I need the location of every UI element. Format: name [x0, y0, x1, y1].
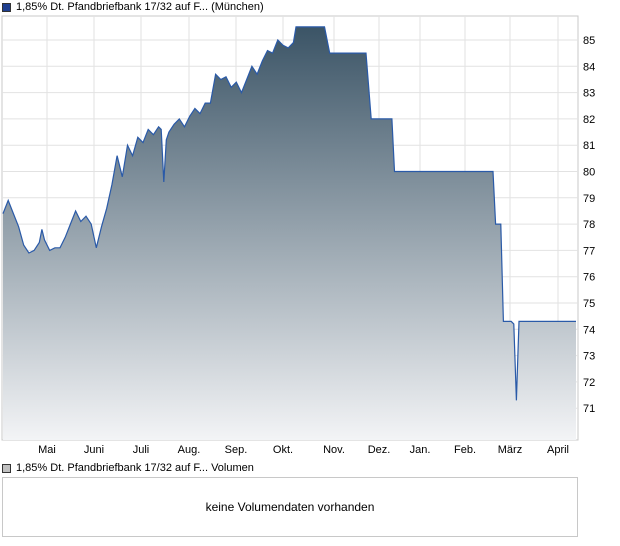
price-legend: 1,85% Dt. Pfandbriefbank 17/32 auf F... … — [2, 0, 264, 14]
y-tick-label: 74 — [583, 324, 595, 336]
price-chart: 71 72 73 74 75 76 77 78 79 80 81 82 83 84 85 Mai Juni Ju… — [1, 15, 595, 456]
no-volume-message: keine Volumendaten vorhanden — [205, 500, 375, 514]
y-tick-label: 83 — [583, 88, 595, 100]
y-tick-label: 71 — [583, 403, 595, 415]
volume-legend: 1,85% Dt. Pfandbriefbank 17/32 auf F... … — [2, 461, 254, 475]
y-tick-label: 75 — [583, 298, 595, 310]
x-tick-label: Mai — [38, 444, 56, 456]
x-tick-label: Juli — [133, 444, 150, 456]
x-tick-label: März — [498, 444, 522, 456]
price-area — [3, 26, 576, 441]
x-tick-label: Sep. — [225, 444, 248, 456]
volume-legend-label: 1,85% Dt. Pfandbriefbank 17/32 auf F... … — [16, 462, 254, 474]
x-tick-label: Jan. — [410, 444, 431, 456]
y-tick-label: 81 — [583, 140, 595, 152]
y-tick-label: 85 — [583, 35, 595, 47]
volume-panel: keine Volumendaten vorhanden — [2, 477, 578, 537]
x-tick-label: Feb. — [454, 444, 476, 456]
y-tick-label: 73 — [583, 351, 595, 363]
y-tick-label: 84 — [583, 61, 595, 73]
x-tick-label: Nov. — [323, 444, 345, 456]
y-tick-label: 77 — [583, 245, 595, 257]
y-tick-label: 80 — [583, 167, 595, 179]
price-line — [2, 26, 576, 401]
y-tick-label: 79 — [583, 193, 595, 205]
x-tick-label: Aug. — [178, 444, 201, 456]
price-legend-swatch — [2, 2, 11, 12]
y-tick-label: 76 — [583, 272, 595, 284]
volume-legend-swatch — [2, 463, 11, 473]
y-tick-label: 78 — [583, 219, 595, 231]
x-tick-label: April — [547, 444, 569, 456]
price-legend-label: 1,85% Dt. Pfandbriefbank 17/32 auf F... … — [16, 1, 264, 13]
x-tick-label: Okt. — [273, 444, 293, 456]
x-tick-label: Juni — [84, 444, 104, 456]
y-tick-label: 82 — [583, 114, 595, 126]
y-tick-label: 72 — [583, 377, 595, 389]
x-tick-label: Dez. — [368, 444, 391, 456]
